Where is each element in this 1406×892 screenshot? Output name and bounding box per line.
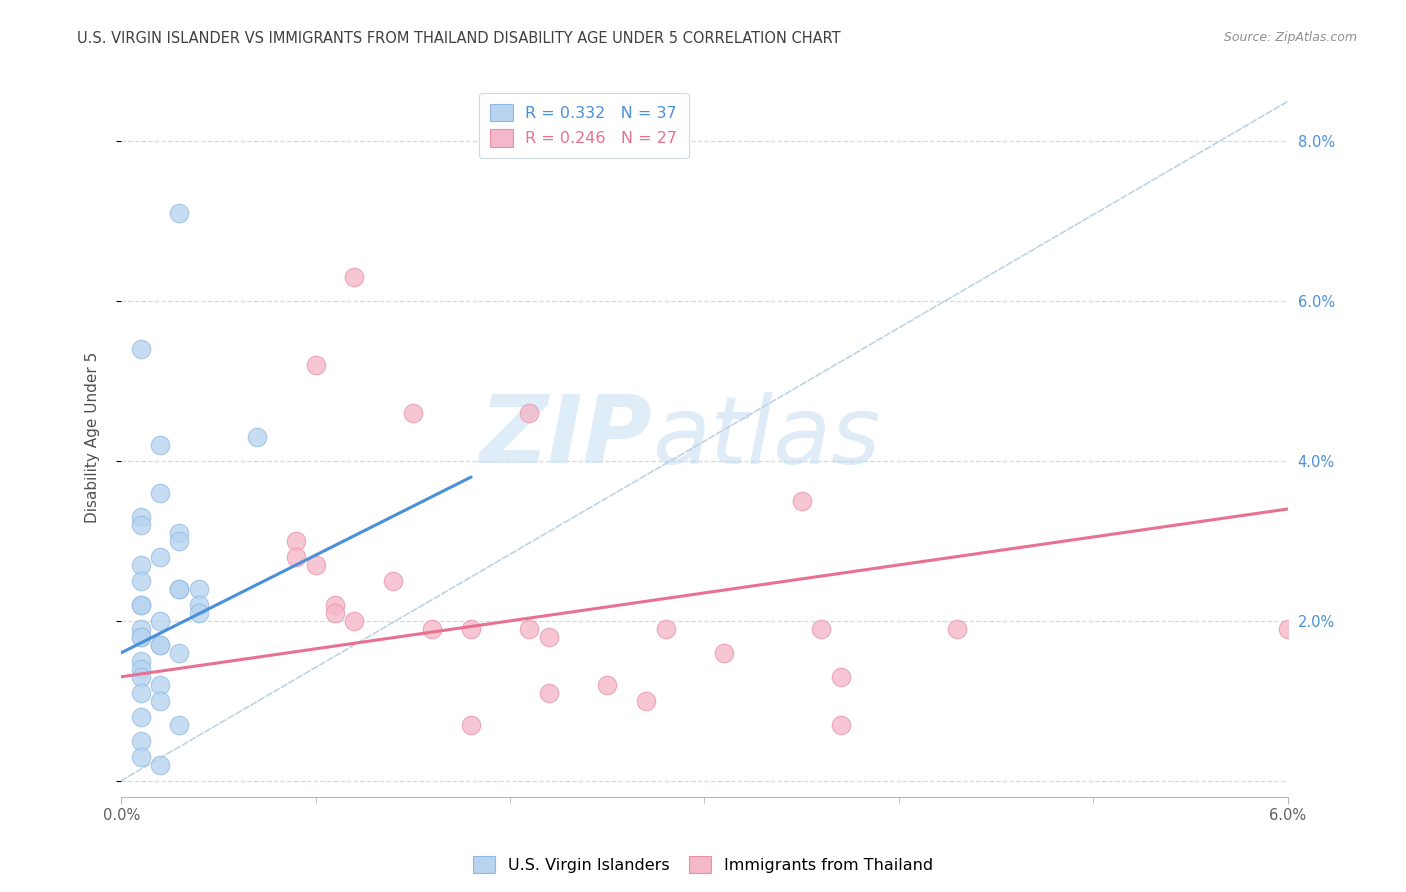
Point (169, 582, 191, 596)
Point (810, 622, 832, 636)
Point (187, 598, 209, 612)
Point (129, 558, 152, 572)
Point (169, 582, 191, 596)
Point (537, 686, 560, 700)
Point (149, 486, 172, 500)
Point (343, 270, 366, 285)
Point (129, 686, 152, 700)
Point (519, 622, 541, 636)
Point (636, 694, 658, 708)
Point (129, 630, 152, 644)
Point (149, 694, 172, 708)
Text: U.S. VIRGIN ISLANDER VS IMMIGRANTS FROM THAILAND DISABILITY AGE UNDER 5 CORRELAT: U.S. VIRGIN ISLANDER VS IMMIGRANTS FROM … (77, 31, 841, 46)
Point (129, 598, 152, 612)
Point (169, 525, 191, 540)
Point (519, 406, 541, 420)
Point (537, 630, 560, 644)
Point (1277, 622, 1299, 636)
Point (246, 430, 269, 444)
Point (129, 518, 152, 533)
Point (129, 662, 152, 676)
Point (129, 574, 152, 588)
Point (129, 670, 152, 684)
Point (460, 718, 482, 732)
Point (149, 638, 172, 652)
Point (129, 342, 152, 356)
Point (382, 574, 405, 588)
Point (129, 622, 152, 636)
Point (285, 549, 308, 564)
Point (285, 533, 308, 548)
Point (169, 206, 191, 220)
Point (596, 678, 619, 692)
Point (149, 614, 172, 628)
Text: Source: ZipAtlas.com: Source: ZipAtlas.com (1223, 31, 1357, 45)
Point (946, 622, 969, 636)
Point (149, 438, 172, 452)
Point (420, 622, 443, 636)
Point (129, 733, 152, 747)
Point (129, 598, 152, 612)
Point (323, 598, 346, 612)
Point (304, 358, 326, 372)
Text: ZIP: ZIP (479, 391, 652, 483)
Point (129, 749, 152, 764)
Point (654, 622, 676, 636)
Point (304, 558, 326, 572)
Text: atlas: atlas (652, 392, 880, 483)
Point (129, 630, 152, 644)
Point (169, 533, 191, 548)
Point (713, 646, 735, 660)
Point (187, 582, 209, 596)
Point (129, 510, 152, 524)
Point (830, 670, 852, 684)
Point (343, 614, 366, 628)
Point (149, 757, 172, 772)
Point (187, 606, 209, 620)
Point (129, 710, 152, 724)
Point (830, 718, 852, 732)
Point (402, 406, 425, 420)
Point (323, 606, 346, 620)
Legend: U.S. Virgin Islanders, Immigrants from Thailand: U.S. Virgin Islanders, Immigrants from T… (467, 849, 939, 880)
Point (149, 549, 172, 564)
Y-axis label: Disability Age Under 5: Disability Age Under 5 (86, 351, 100, 523)
Point (169, 646, 191, 660)
Point (169, 718, 191, 732)
Point (129, 654, 152, 668)
Point (149, 678, 172, 692)
Point (149, 638, 172, 652)
Point (790, 494, 813, 508)
Legend: R = 0.332   N = 37, R = 0.246   N = 27: R = 0.332 N = 37, R = 0.246 N = 27 (479, 93, 689, 158)
Point (460, 622, 482, 636)
